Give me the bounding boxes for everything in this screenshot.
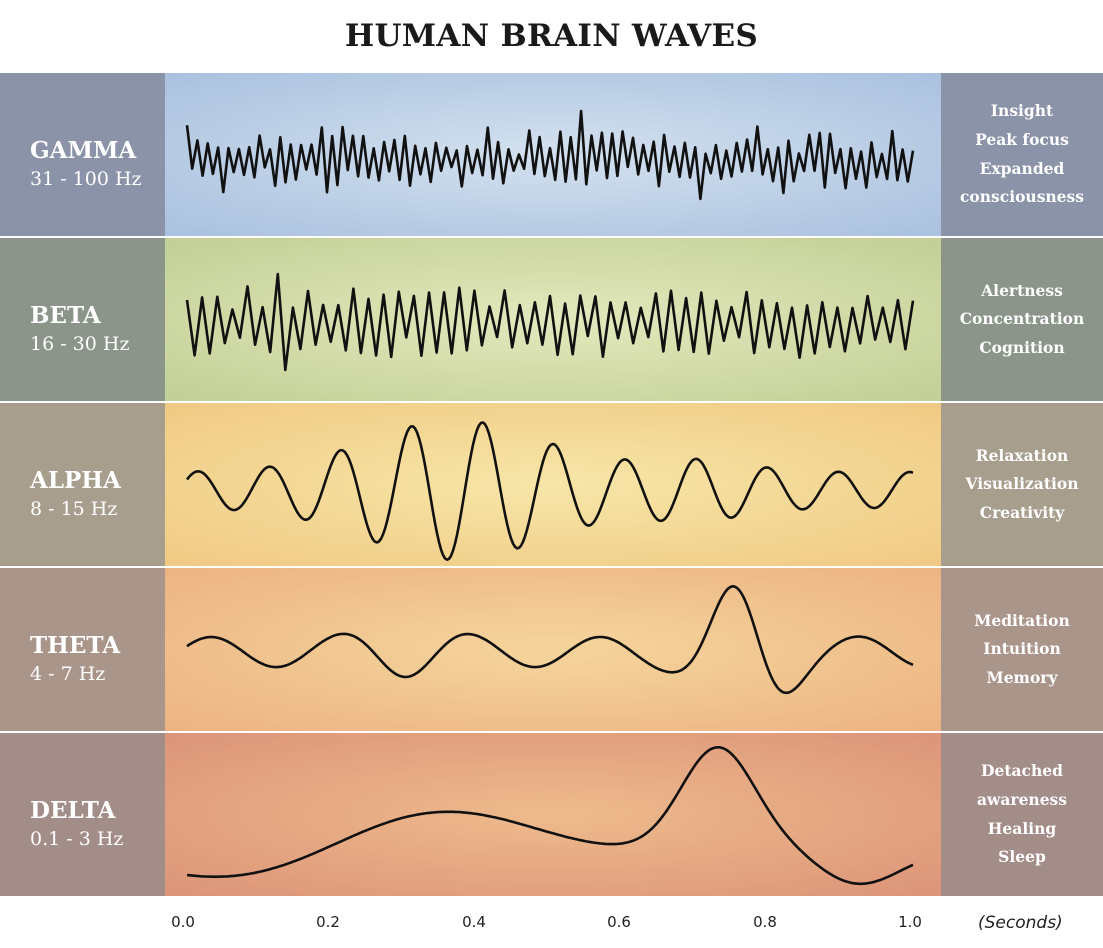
alpha-waveform bbox=[185, 421, 914, 561]
beta-waveform bbox=[185, 272, 915, 372]
delta-effect: awareness bbox=[976, 789, 1068, 809]
delta-name: DELTA bbox=[30, 797, 116, 824]
beta-effect: Alertness bbox=[981, 280, 1063, 300]
alpha-frequency: 8 - 15 Hz bbox=[30, 498, 118, 520]
gamma-effects-panel: Insight Peak focus Expanded consciousnes… bbox=[941, 73, 1103, 236]
theta-effect: Intuition bbox=[983, 639, 1061, 659]
delta-effect: Detached bbox=[981, 761, 1063, 781]
beta-frequency: 16 - 30 Hz bbox=[30, 333, 130, 355]
delta-effect: Healing bbox=[987, 818, 1057, 838]
alpha-wave-panel bbox=[165, 403, 941, 566]
gamma-effect: Peak focus bbox=[975, 129, 1069, 149]
delta-label-panel: DELTA 0.1 - 3 Hz bbox=[0, 733, 165, 896]
delta-band: DELTA 0.1 - 3 Hz Detached awareness Heal… bbox=[0, 733, 1103, 896]
theta-wave-panel bbox=[165, 568, 941, 731]
beta-effect: Concentration bbox=[959, 309, 1085, 329]
delta-effects-panel: Detached awareness Healing Sleep bbox=[941, 733, 1103, 896]
axis-tick-label: 0.6 bbox=[607, 913, 631, 931]
gamma-effect: Insight bbox=[990, 101, 1054, 121]
gamma-frequency: 31 - 100 Hz bbox=[30, 168, 142, 190]
gamma-label-panel: GAMMA 31 - 100 Hz bbox=[0, 73, 165, 236]
delta-wave-panel bbox=[165, 733, 941, 896]
beta-effect: Cognition bbox=[979, 337, 1065, 357]
alpha-effect: Relaxation bbox=[975, 445, 1069, 465]
axis-unit-label: (Seconds) bbox=[978, 913, 1063, 933]
alpha-label-panel: ALPHA 8 - 15 Hz bbox=[0, 403, 165, 566]
page-title: HUMAN BRAIN WAVES bbox=[344, 18, 759, 54]
theta-label-panel: THETA 4 - 7 Hz bbox=[0, 568, 165, 731]
axis-tick-label: 0.2 bbox=[316, 913, 340, 931]
theta-effect: Meditation bbox=[974, 610, 1070, 630]
axis-tick-label: 1.0 bbox=[898, 913, 922, 931]
axis-tick-label: 0.0 bbox=[171, 913, 195, 931]
gamma-effect: Expanded bbox=[979, 158, 1065, 178]
theta-waveform bbox=[186, 585, 914, 695]
alpha-name: ALPHA bbox=[30, 467, 121, 494]
alpha-effects-panel: Relaxation Visualization Creativity bbox=[941, 403, 1103, 566]
gamma-waveform bbox=[185, 109, 915, 201]
gamma-effect: consciousness bbox=[959, 187, 1084, 207]
gamma-name: GAMMA bbox=[30, 137, 137, 164]
axis-tick-label: 0.4 bbox=[462, 913, 486, 931]
alpha-effect: Creativity bbox=[979, 502, 1065, 522]
beta-name: BETA bbox=[30, 302, 101, 329]
beta-label-panel: BETA 16 - 30 Hz bbox=[0, 238, 165, 401]
theta-effect: Memory bbox=[986, 667, 1058, 687]
axis-tick-label: 0.8 bbox=[753, 913, 777, 931]
delta-frequency: 0.1 - 3 Hz bbox=[30, 828, 124, 850]
beta-effects-panel: Alertness Concentration Cognition bbox=[941, 238, 1103, 401]
theta-band: THETA 4 - 7 Hz Meditation Intuition Memo… bbox=[0, 568, 1103, 731]
alpha-band: ALPHA 8 - 15 Hz Relaxation Visualization… bbox=[0, 403, 1103, 566]
theta-frequency: 4 - 7 Hz bbox=[30, 663, 106, 685]
delta-effect: Sleep bbox=[998, 847, 1046, 867]
theta-effects-panel: Meditation Intuition Memory bbox=[941, 568, 1103, 731]
alpha-effect: Visualization bbox=[965, 474, 1079, 494]
delta-waveform bbox=[186, 746, 914, 886]
theta-name: THETA bbox=[30, 632, 121, 659]
